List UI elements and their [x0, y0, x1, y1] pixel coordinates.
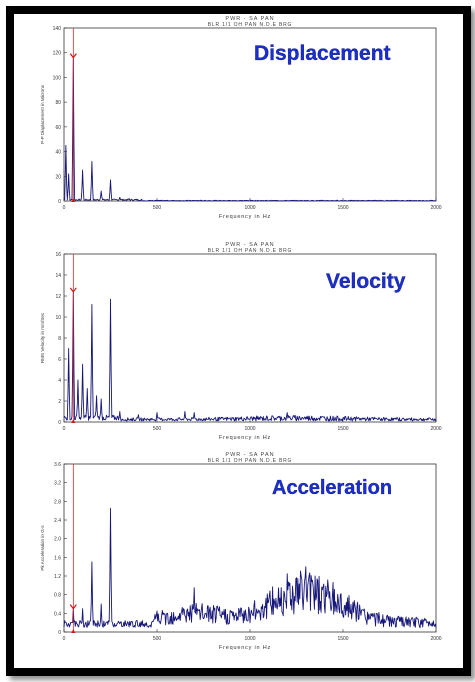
acceleration-panel-title: Acceleration — [272, 477, 392, 499]
velocity-marker-cursor — [69, 287, 77, 293]
x-tick-label: 2000 — [430, 636, 441, 642]
y-tick-label: 1.2 — [54, 574, 61, 580]
acceleration-chart-subtitle: BLR 1/1 OH PAN N.D.E BRG — [208, 458, 292, 464]
y-tick-label: 1.6 — [54, 555, 61, 561]
figure-frame: PWR - SA PAN BLR 1/1 OH PAN N.D.E BRG 0 20 4… — [6, 6, 471, 676]
x-tick-label: 1500 — [337, 636, 348, 642]
y-tick-label: 0 — [58, 420, 61, 426]
y-tick-label: 0 — [58, 199, 61, 205]
acceleration-marker-cursor — [69, 604, 77, 610]
velocity-spectrum-line — [63, 291, 437, 422]
x-tick-label: 0 — [63, 636, 66, 642]
y-tick-label: 80 — [55, 100, 61, 106]
x-tick-label: 1500 — [337, 205, 348, 211]
y-tick-label: 14 — [55, 273, 61, 279]
velocity-marker-base — [71, 419, 76, 423]
x-tick-label: 500 — [153, 426, 162, 432]
y-tick-label: 20 — [55, 174, 61, 180]
x-tick-label: 1000 — [244, 205, 255, 211]
x-tick-label: 1500 — [337, 426, 348, 432]
y-tick-label: 8 — [58, 336, 61, 342]
velocity-chart-title: PWR - SA PAN — [225, 242, 274, 248]
x-tick-label: 500 — [153, 205, 162, 211]
x-tick-label: 0 — [63, 426, 66, 432]
velocity-y-axis-label: RMS Velocity in mm/Sec — [40, 312, 45, 363]
displacement-spectrum-line — [63, 57, 437, 202]
x-tick-label: 1000 — [244, 636, 255, 642]
x-tick-label: 2000 — [430, 426, 441, 432]
y-tick-label: 4 — [58, 378, 61, 384]
y-tick-label: 6 — [58, 357, 61, 363]
displacement-marker-base — [71, 198, 76, 202]
displacement-panel-title: Displacement — [254, 42, 391, 65]
y-tick-label: 2.4 — [54, 518, 61, 524]
displacement-chart-title: PWR - SA PAN — [225, 16, 274, 22]
acceleration-chart-title: PWR - SA PAN — [225, 452, 274, 458]
y-tick-label: 40 — [55, 150, 61, 156]
x-tick-label: 1000 — [244, 426, 255, 432]
y-tick-label: 0.4 — [54, 611, 61, 617]
acceleration-marker-base — [71, 629, 76, 633]
y-tick-label: 10 — [55, 315, 61, 321]
velocity-chart-subtitle: BLR 1/1 OH PAN N.D.E BRG — [208, 248, 292, 254]
x-tick-label: 500 — [153, 636, 162, 642]
acceleration-x-axis-label: Frequency in Hz — [219, 645, 271, 651]
x-tick-label: 0 — [63, 205, 66, 211]
y-tick-label: 3.6 — [54, 462, 61, 468]
velocity-x-axis-label: Frequency in Hz — [219, 435, 271, 441]
acceleration-y-axis-label: Pk Acceleration in G-s — [40, 525, 45, 571]
y-tick-label: 140 — [53, 26, 62, 32]
y-tick-label: 2.0 — [54, 537, 61, 543]
displacement-marker-cursor — [69, 53, 77, 59]
y-tick-label: 120 — [53, 51, 62, 57]
y-tick-label: 2 — [58, 399, 61, 405]
y-tick-label: 3.2 — [54, 481, 61, 487]
displacement-x-axis-label: Frequency in Hz — [219, 214, 271, 220]
velocity-panel-title: Velocity — [326, 270, 406, 293]
y-tick-label: 16 — [55, 252, 61, 258]
displacement-chart-subtitle: BLR 1/1 OH PAN N.D.E BRG — [208, 22, 292, 28]
y-tick-label: 0 — [58, 630, 61, 636]
y-tick-label: 0.8 — [54, 593, 61, 599]
displacement-y-axis-label: P-P Displacement in Microns — [40, 84, 45, 144]
y-tick-label: 100 — [53, 75, 62, 81]
y-tick-label: 60 — [55, 125, 61, 131]
y-tick-label: 12 — [55, 294, 61, 300]
x-tick-label: 2000 — [430, 205, 441, 211]
acceleration-spectrum-line — [63, 507, 437, 629]
y-tick-label: 2.8 — [54, 499, 61, 505]
